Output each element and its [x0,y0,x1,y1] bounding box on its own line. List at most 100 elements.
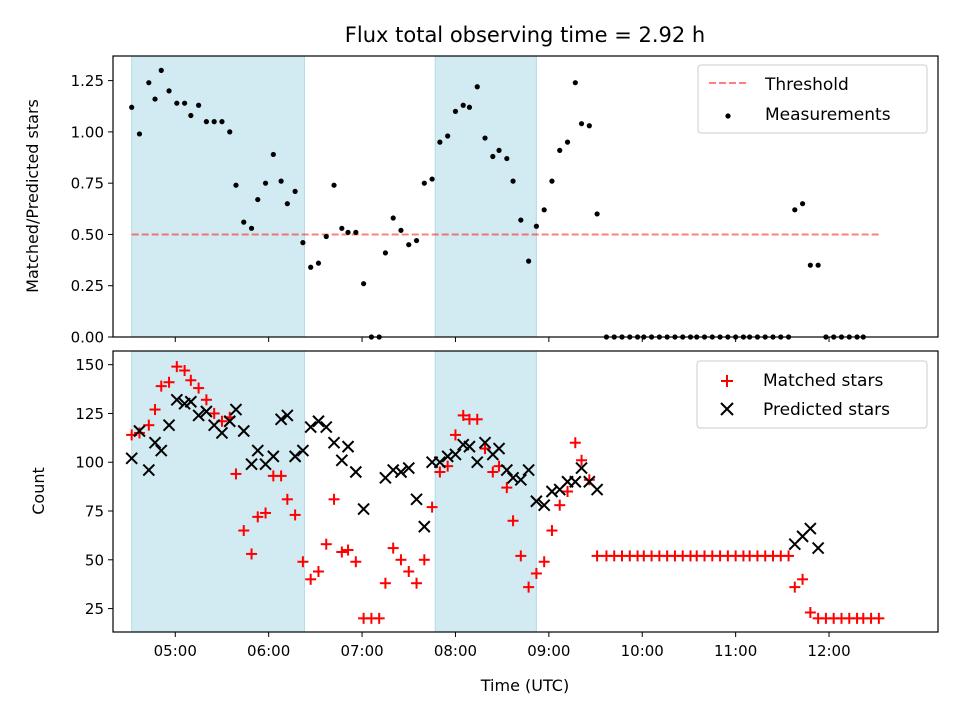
predicted-star-point [449,448,462,461]
measurement-point [196,102,202,108]
measurement-point [323,233,329,240]
predicted-star-point [471,456,484,469]
predicted-star-point [441,450,454,463]
matched-star-point [230,468,242,480]
predicted-star-point [522,463,535,477]
predicted-star-point [281,409,294,422]
bot-y-tick-label: 50 [85,551,104,569]
bottom-panel: 25 50 75 100 125 150 05:00 06:00 07:00 08:00 09:0… [29,350,939,660]
matched-star-point [789,581,801,593]
measurement-point [390,215,396,221]
measurement-point [174,100,180,106]
predicted-star-point [245,457,258,471]
x-tick-label: 08:00 [434,642,477,660]
predicted-star-point [170,393,184,406]
predicted-star-point [590,483,604,496]
measurement-point [292,188,298,194]
measurement-point [233,182,239,188]
legend-threshold-label: Threshold [764,75,849,95]
predicted-star-point [155,444,168,457]
chart-title: Flux total observing time = 2.92 h [345,23,705,47]
predicted-star-point [386,463,400,477]
predicted-star-point [537,498,551,512]
matched-star-point [342,544,354,556]
measurement-point [241,219,247,225]
measurement-point [345,229,351,235]
measurement-point [474,84,480,90]
top-legend: Threshold Measurements [697,64,928,134]
measurement-point [158,67,164,73]
measurement-point [300,240,306,246]
measurement-point [136,131,143,137]
measurement-point [586,123,592,129]
matched-star-point [328,493,340,505]
matched-star-point [163,376,175,388]
measurement-point [564,139,571,145]
predicted-star-point [192,409,205,422]
predicted-star-point [530,495,543,508]
x-tick-label: 09:00 [527,642,570,660]
measurement-point [255,196,261,203]
matched-star-point [185,374,197,386]
measurement-point [353,229,359,235]
bottom-x-ticks: 05:00 06:00 07:00 08:00 09:00 10:00 11:00 12:00 [154,632,851,660]
legend-predicted-label: Predicted stars [763,400,890,420]
matched-star-point [281,493,293,505]
predicted-star-point [251,444,264,457]
measurement-point [452,108,459,114]
measurement-point [382,250,389,256]
measurement-point [308,264,314,270]
predicted-star-point [569,475,582,488]
matched-star-point [457,409,469,421]
matched-star-point [471,413,483,425]
matched-star-point [200,394,212,406]
predicted-star-point [804,522,817,535]
measurement-point [129,104,135,110]
measurement-point [792,207,798,213]
predicted-star-point [133,424,146,438]
matched-star-point [434,466,446,478]
top-y-tick-label: 1.00 [71,123,104,141]
matched-star-point [479,443,491,455]
predicted-star-point [184,395,198,408]
predicted-star-point [200,405,213,418]
measurement-point [262,180,269,186]
matched-star-point [320,538,332,550]
matched-stars-points [126,361,885,624]
matched-star-point [179,365,191,377]
predicted-star-point [514,473,528,486]
matched-star-point [297,556,309,568]
matched-star-point [252,511,264,523]
measurement-point [541,207,547,213]
measurement-point [445,133,451,139]
predicted-star-point [320,420,333,434]
measurement-point [166,88,172,94]
matched-star-point [403,566,415,578]
predicted-star-point [811,541,825,555]
predicted-star-point [125,452,138,465]
measurement-point [315,260,322,266]
measurement-point [421,180,427,186]
x-tick-label: 11:00 [714,642,757,660]
matched-star-point [395,554,407,566]
predicted-stars-points [125,393,825,555]
predicted-star-point [357,502,370,516]
bottom-legend: Matched stars Predicted stars [696,360,928,429]
bot-y-tick-label: 25 [85,600,104,618]
x-tick-label: 10:00 [621,642,664,660]
measurement-point [594,211,600,217]
matched-star-point [569,437,581,449]
matched-star-point [873,612,885,624]
measurement-point [211,119,217,125]
matched-star-point [350,556,362,568]
x-axis-label: Time (UTC) [480,676,569,695]
bot-y-tick-label: 75 [85,503,104,521]
measurement-point [557,147,563,153]
top-y-tick-label: 0.25 [71,277,104,295]
measurement-point [339,225,345,231]
matched-star-point [554,499,566,511]
legend-predicted-swatch [720,402,734,416]
bot-y-tick-label: 125 [75,405,104,423]
matched-star-point [418,554,430,566]
predicted-star-point [274,413,288,426]
